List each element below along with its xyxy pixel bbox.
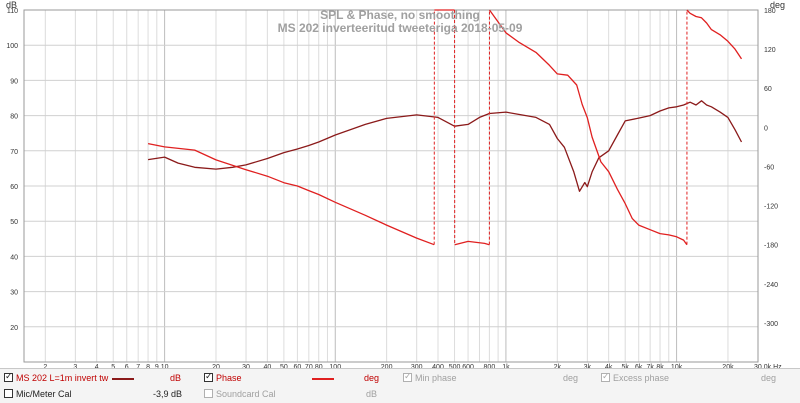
y-tick-label: 80 xyxy=(10,114,18,121)
phase-label: Phase xyxy=(216,373,242,383)
min-phase-checkbox[interactable]: ✓ xyxy=(403,373,412,382)
excess-phase-unit: deg xyxy=(761,373,776,383)
chart-title: SPL & Phase, no smoothing xyxy=(320,8,480,22)
phase-line xyxy=(148,144,434,245)
y-tick-label: 30 xyxy=(10,290,18,297)
y-tick-label: 40 xyxy=(10,254,18,261)
y2-tick-label: -300 xyxy=(764,321,778,328)
series1-checkbox[interactable]: ✓ xyxy=(4,373,13,382)
soundcard-cal-unit: dB xyxy=(366,389,377,399)
phase-swatch xyxy=(312,378,334,380)
check-icon: ✓ xyxy=(602,372,610,381)
min-phase-unit: deg xyxy=(563,373,578,383)
series1-swatch xyxy=(112,378,134,380)
y-tick-label: 20 xyxy=(10,325,18,332)
mic-cal-value: -3,9 dB xyxy=(153,389,182,399)
excess-phase-checkbox[interactable]: ✓ xyxy=(601,373,610,382)
y2-tick-label: -180 xyxy=(764,243,778,250)
y2-tick-label: -240 xyxy=(764,282,778,289)
check-icon: ✓ xyxy=(205,372,213,381)
chart-subtitle: MS 202 inverteeritud tweeteriga 2018-05-… xyxy=(278,21,523,35)
series1-label: MS 202 L=1m invert tw xyxy=(16,373,108,383)
grid xyxy=(24,10,758,362)
excess-phase-label: Excess phase xyxy=(613,373,669,383)
mic-cal-checkbox[interactable] xyxy=(4,389,13,398)
soundcard-cal-label: Soundcard Cal xyxy=(216,389,276,399)
series1-unit: dB xyxy=(170,373,181,383)
y-tick-label: 70 xyxy=(10,149,18,156)
y2-tick-label: 60 xyxy=(764,86,772,93)
y-tick-label: 90 xyxy=(10,78,18,85)
check-icon: ✓ xyxy=(404,372,412,381)
soundcard-cal-checkbox[interactable] xyxy=(204,389,213,398)
mic-cal-label: Mic/Meter Cal xyxy=(16,389,72,399)
legend-panel: ✓ MS 202 L=1m invert tw dB ✓ Phase deg ✓… xyxy=(0,368,800,403)
y2-tick-label: -60 xyxy=(764,164,774,171)
phase-line xyxy=(455,241,490,244)
y2-tick-label: 0 xyxy=(764,125,768,132)
phase-checkbox[interactable]: ✓ xyxy=(204,373,213,382)
phase-line xyxy=(687,10,742,59)
y2-axis-label: deg xyxy=(770,0,785,10)
min-phase-label: Min phase xyxy=(415,373,457,383)
y-axis-label: dB xyxy=(6,0,17,10)
spl-line xyxy=(148,101,741,192)
phase-unit: deg xyxy=(364,373,379,383)
y2-tick-label: -120 xyxy=(764,204,778,211)
y2-tick-label: 120 xyxy=(764,47,776,54)
y-tick-label: 60 xyxy=(10,184,18,191)
y-tick-label: 50 xyxy=(10,219,18,226)
check-icon: ✓ xyxy=(5,372,13,381)
y-tick-label: 100 xyxy=(6,43,18,50)
